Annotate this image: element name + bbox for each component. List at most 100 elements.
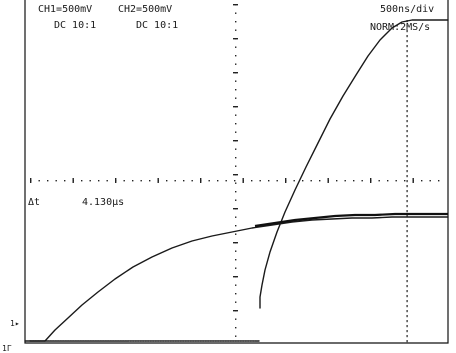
graticule-dot bbox=[406, 135, 408, 138]
cursor-label: Δt bbox=[28, 197, 40, 208]
graticule-dot bbox=[406, 125, 408, 128]
ch1-scale: CH1=500mV bbox=[38, 4, 92, 15]
graticule-dot bbox=[406, 285, 408, 288]
graticule-dot bbox=[235, 293, 237, 295]
graticule-dot bbox=[406, 30, 408, 33]
graticule-dot bbox=[132, 180, 134, 182]
ch1-trace bbox=[44, 216, 449, 342]
graticule-dot bbox=[406, 320, 408, 323]
graticule-dot bbox=[406, 150, 408, 153]
graticule-dot bbox=[406, 215, 408, 218]
graticule-dot bbox=[235, 97, 237, 99]
graticule-dot bbox=[406, 75, 408, 78]
graticule-dot bbox=[406, 260, 408, 263]
graticule-dot bbox=[47, 180, 49, 182]
graticule-dot bbox=[406, 50, 408, 53]
graticule-dot bbox=[235, 165, 237, 167]
graticule-dot bbox=[406, 330, 408, 333]
graticule-dot bbox=[412, 178, 414, 183]
timebase: 500ns/div bbox=[380, 4, 434, 15]
graticule-dot bbox=[406, 65, 408, 68]
graticule-dot bbox=[406, 115, 408, 118]
graticule-dot bbox=[123, 180, 125, 182]
graticule-dot bbox=[406, 295, 408, 298]
ch2-scale: CH2=500mV bbox=[118, 4, 172, 15]
graticule-dot bbox=[406, 190, 408, 193]
graticule-dot bbox=[235, 12, 237, 14]
graticule-dot bbox=[233, 106, 238, 108]
graticule-dot bbox=[406, 315, 408, 318]
graticule-dot bbox=[406, 240, 408, 243]
screen-border bbox=[24, 0, 449, 344]
graticule-dot bbox=[406, 155, 408, 158]
graticule-dot bbox=[157, 178, 159, 183]
cursor-value: 4.130µs bbox=[82, 197, 124, 208]
graticule-dot bbox=[98, 180, 100, 182]
graticule-dot bbox=[235, 301, 237, 303]
graticule-dot bbox=[233, 242, 238, 244]
graticule-dot bbox=[183, 180, 185, 182]
graticule-dot bbox=[234, 180, 236, 182]
graticule-dot bbox=[327, 178, 329, 183]
graticule-dot bbox=[235, 80, 237, 82]
graticule-dot bbox=[217, 180, 219, 182]
graticule-dot bbox=[406, 310, 408, 313]
graticule-dot bbox=[115, 178, 117, 183]
graticule-dot bbox=[406, 35, 408, 38]
graticule-dot bbox=[406, 40, 408, 43]
graticule-dot bbox=[406, 195, 408, 198]
graticule-dot bbox=[235, 131, 237, 133]
graticule-dot bbox=[235, 327, 237, 329]
graticule-dot bbox=[208, 180, 210, 182]
graticule-dot bbox=[406, 90, 408, 93]
graticule-dot bbox=[404, 180, 406, 182]
ground-marker: 1Γ bbox=[2, 344, 12, 353]
graticule-dot bbox=[233, 72, 238, 74]
graticule-dot bbox=[406, 325, 408, 328]
graticule-dot bbox=[166, 180, 168, 182]
ch1-position-marker: 1▸ bbox=[10, 319, 20, 328]
graticule-dot bbox=[406, 145, 408, 148]
graticule-dot bbox=[406, 210, 408, 213]
graticule-dot bbox=[406, 100, 408, 103]
graticule-dot bbox=[406, 335, 408, 338]
graticule-dot bbox=[233, 140, 238, 142]
graticule-dot bbox=[302, 180, 304, 182]
graticule-dot bbox=[370, 178, 372, 183]
graticule-dot bbox=[235, 284, 237, 286]
graticule-dot bbox=[72, 178, 74, 183]
ch1-coupling: DC 10:1 bbox=[54, 20, 96, 31]
graticule-dot bbox=[235, 89, 237, 91]
graticule-dot bbox=[395, 180, 397, 182]
graticule-dot bbox=[233, 208, 238, 210]
graticule-dot bbox=[406, 205, 408, 208]
graticule-dot bbox=[406, 105, 408, 108]
graticule-dot bbox=[406, 225, 408, 228]
graticule-dot bbox=[200, 178, 202, 183]
graticule-dot bbox=[285, 178, 287, 183]
graticule-dot bbox=[293, 180, 295, 182]
graticule-dot bbox=[406, 55, 408, 58]
time-cursor-line bbox=[406, 20, 408, 343]
graticule-dot bbox=[235, 157, 237, 159]
graticule-dot bbox=[406, 80, 408, 83]
graticule-dot bbox=[30, 178, 32, 183]
graticule-dot bbox=[406, 165, 408, 168]
graticule-dot bbox=[378, 180, 380, 182]
graticule-dot bbox=[429, 180, 431, 182]
graticule-dot bbox=[235, 267, 237, 269]
graticule-dot bbox=[235, 182, 237, 184]
graticule-dot bbox=[406, 175, 408, 178]
graticule-dot bbox=[235, 46, 237, 48]
graticule-dot bbox=[268, 180, 270, 182]
graticule-dot bbox=[406, 95, 408, 98]
graticule-dot bbox=[174, 180, 176, 182]
graticule-dot bbox=[406, 160, 408, 163]
graticule-dot bbox=[89, 180, 91, 182]
graticule-dot bbox=[251, 180, 253, 182]
graticule-dot bbox=[235, 335, 237, 337]
graticule-dot bbox=[38, 180, 40, 182]
graticule-dot bbox=[406, 230, 408, 233]
graticule-dot bbox=[235, 250, 237, 252]
graticule-dot bbox=[235, 216, 237, 218]
